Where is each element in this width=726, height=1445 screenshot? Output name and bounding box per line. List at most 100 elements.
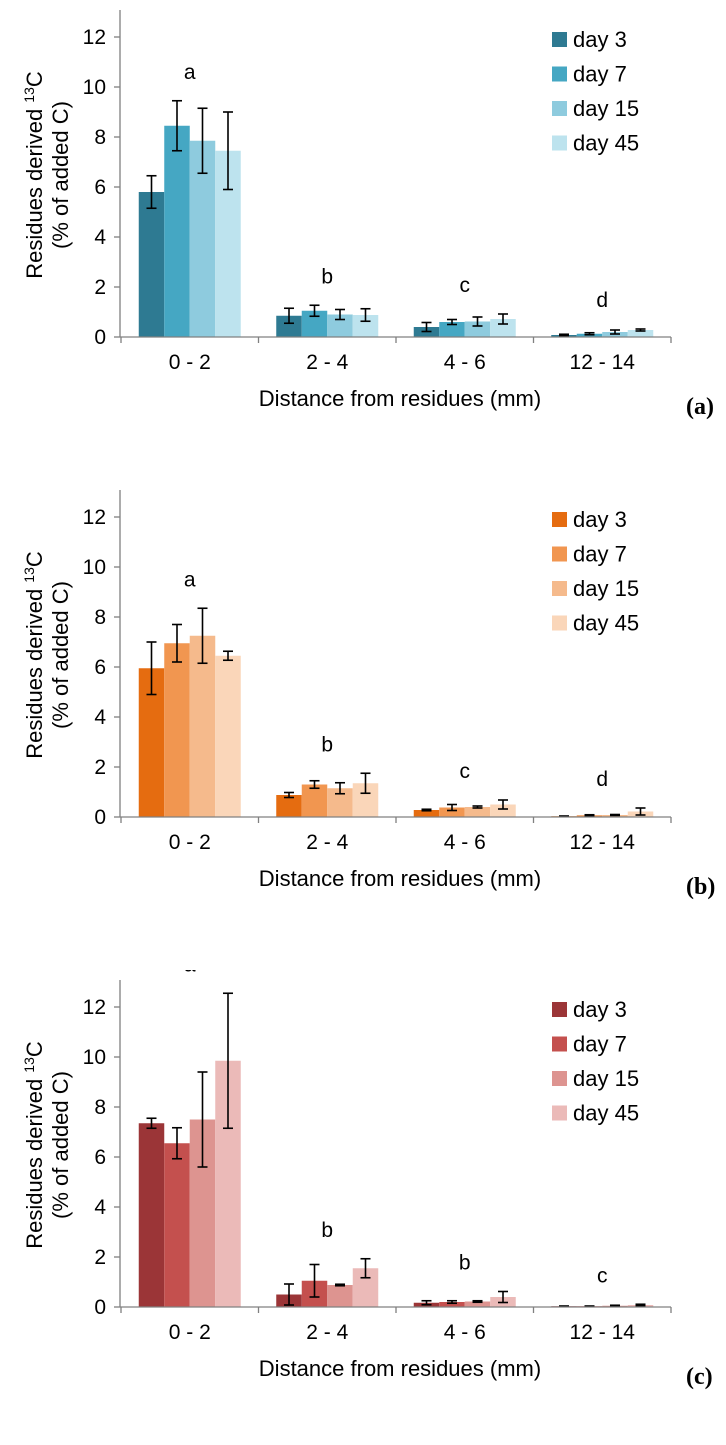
bar-a-series1-cat2 [276, 315, 302, 337]
error-bar-b-series3-cat2 [335, 781, 345, 795]
panel-label-a: (a) [686, 394, 714, 420]
error-bar-b-series2-cat4 [584, 813, 595, 817]
significance-letter-b-2: b [321, 733, 333, 756]
significance-letter-a-1: a [184, 61, 196, 84]
error-bar-a-series1-cat4 [559, 333, 569, 337]
y-tick-label-b-10: 10 [83, 556, 106, 579]
panel-label-c: (c) [686, 1364, 713, 1390]
legend-swatch-b-2 [552, 546, 567, 562]
error-bar-b-series4-cat1 [223, 650, 233, 662]
chart-svg-a: 0 2 4 6 8 10 12 0 - 2 2 - 4 4 - 6 12 - 14 a b c d day 3… [21, 10, 714, 420]
error-bar-a-series1-cat3 [421, 321, 432, 333]
bar-b-series3-cat3 [464, 807, 491, 817]
x-tick-label-a-3: 4 - 6 [444, 351, 486, 374]
error-bar-c-series3-cat1 [197, 1071, 208, 1168]
error-bar-c-series1-cat1 [146, 1117, 157, 1130]
y-tick-label-b-2: 2 [94, 756, 106, 779]
y-tick-label-c-0: 0 [94, 1296, 106, 1319]
error-bar-c-series3-cat2 [335, 1283, 345, 1287]
error-bar-a-series1-cat1 [146, 174, 157, 210]
y-axis-title-line1-a: Residues derived 13C [21, 71, 47, 279]
bar-c-series2-cat1 [164, 1143, 190, 1307]
bar-b-series4-cat1 [215, 655, 241, 817]
bar-b-series2-cat1 [164, 643, 190, 817]
error-bar-b-series2-cat2 [309, 779, 320, 790]
y-tick-label-b-4: 4 [94, 706, 106, 729]
error-bar-a-series3-cat2 [335, 308, 345, 321]
bar-c-series3-cat2 [327, 1285, 353, 1307]
x-tick-label-b-4: 12 - 14 [570, 831, 636, 854]
legend-swatch-c-1 [552, 1002, 567, 1017]
x-tick-label-b-2: 2 - 4 [306, 831, 348, 854]
x-axis-title-a: Distance from residues (mm) [259, 386, 541, 411]
significance-letter-a-2: b [321, 265, 333, 288]
significance-letter-c-2: b [321, 1219, 333, 1242]
error-bar-a-series1-cat2 [284, 307, 294, 325]
y-tick-label-c-10: 10 [83, 1046, 106, 1069]
legend-swatch-c-2 [552, 1036, 567, 1052]
error-bar-a-series3-cat1 [197, 107, 208, 175]
legend-label-b-4: day 45 [573, 611, 639, 636]
bar-a-series3-cat2 [327, 314, 353, 337]
y-tick-label-a-8: 8 [94, 126, 106, 149]
y-tick-label-a-10: 10 [83, 76, 106, 99]
error-bar-a-series3-cat3 [472, 316, 483, 327]
y-axis-title-suffix: C [22, 1041, 47, 1057]
x-tick-label-a-1: 0 - 2 [169, 351, 211, 374]
legend-swatch-c-4 [552, 1105, 567, 1121]
error-bar-a-series2-cat3 [447, 318, 457, 326]
y-tick-label-a-4: 4 [94, 226, 106, 249]
y-axis-title-line2-a: (% of added C) [48, 101, 73, 249]
bar-a-series4-cat3 [490, 319, 516, 337]
y-axis-title-suffix: C [22, 71, 47, 87]
y-axis-title-suffix: C [22, 551, 47, 567]
significance-letter-c-3: b [459, 1252, 471, 1275]
y-tick-label-a-6: 6 [94, 176, 106, 199]
bar-a-series2-cat3 [439, 322, 465, 337]
legend-label-b-3: day 15 [573, 576, 639, 601]
legend-label-c-4: day 45 [573, 1101, 639, 1126]
error-bar-b-series3-cat1 [197, 607, 208, 665]
x-tick-label-a-4: 12 - 14 [570, 351, 636, 374]
y-axis-title-line2-c: (% of added C) [48, 1071, 73, 1219]
x-tick-label-c-4: 12 - 14 [570, 1321, 636, 1344]
error-bar-c-series2-cat3 [447, 1299, 457, 1305]
error-bar-b-series4-cat3 [498, 799, 508, 810]
bar-b-series2-cat3 [439, 807, 465, 817]
bar-a-series4-cat4 [627, 330, 654, 337]
y-tick-label-b-12: 12 [83, 506, 106, 529]
error-bar-c-series3-cat3 [472, 1299, 483, 1304]
y-tick-label-a-0: 0 [94, 326, 106, 349]
x-axis-title-b: Distance from residues (mm) [259, 866, 541, 891]
y-axis-title-prefix: Residues derived [22, 103, 47, 279]
significance-letter-b-1: a [184, 568, 196, 591]
y-tick-label-c-12: 12 [83, 996, 106, 1019]
y-tick-label-c-8: 8 [94, 1096, 106, 1119]
y-axis-title-line1-c: Residues derived 13C [21, 1041, 47, 1249]
legend-swatch-b-4 [552, 615, 567, 631]
bar-b-series4-cat3 [490, 804, 516, 817]
y-axis-title-line2-b: (% of added C) [48, 581, 73, 729]
error-bar-c-series4-cat3 [498, 1290, 508, 1304]
error-bar-b-series3-cat4 [610, 813, 620, 817]
y-axis-title-prefix: Residues derived [22, 583, 47, 759]
bar-c-series1-cat1 [138, 1123, 165, 1307]
error-bar-b-series4-cat2 [360, 772, 371, 795]
significance-letter-b-3: c [460, 760, 471, 783]
legend-swatch-a-1 [552, 32, 567, 47]
error-bar-c-series3-cat4 [610, 1304, 620, 1308]
bar-a-series3-cat3 [464, 321, 491, 337]
significance-letter-c-1: a [184, 970, 196, 976]
chart-panel-b: 0 2 4 6 8 10 12 0 - 2 2 - 4 4 - 6 12 - 14 a b c d day 3… [0, 480, 726, 950]
bar-a-series2-cat1 [164, 125, 190, 337]
chart-svg-c: 0 2 4 6 8 10 12 0 - 2 2 - 4 4 - 6 12 - 14 a b b c day 3… [21, 970, 713, 1390]
y-axis-title-superscript: 13 [21, 87, 37, 103]
legend-swatch-a-2 [552, 66, 567, 82]
error-bar-b-series2-cat1 [172, 623, 182, 663]
x-tick-label-c-2: 2 - 4 [306, 1321, 348, 1344]
error-bar-a-series4-cat4 [635, 328, 646, 332]
legend-swatch-c-3 [552, 1071, 567, 1086]
y-axis-title-prefix: Residues derived [22, 1073, 47, 1249]
error-bar-a-series2-cat2 [309, 304, 320, 318]
error-bar-b-series1-cat1 [146, 641, 157, 696]
